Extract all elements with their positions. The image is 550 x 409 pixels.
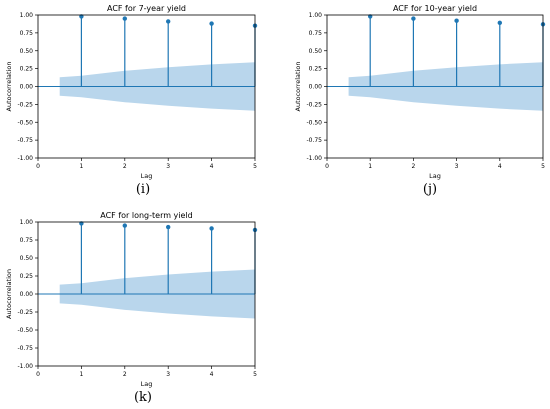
x-tick-label: 5 bbox=[541, 163, 545, 170]
y-tick-label: 0.75 bbox=[20, 237, 34, 244]
panel-label: (i) bbox=[136, 182, 150, 197]
x-axis-label: Lag bbox=[141, 172, 153, 180]
y-tick-label: 0.00 bbox=[309, 84, 323, 91]
acf-point bbox=[166, 19, 171, 24]
x-tick-label: 3 bbox=[455, 163, 459, 170]
y-tick-label: -0.75 bbox=[17, 345, 33, 352]
x-tick-label: 0 bbox=[325, 163, 329, 170]
y-tick-label: 0.25 bbox=[309, 66, 323, 73]
acf-point bbox=[122, 16, 128, 21]
y-axis-label: Autocorrelation bbox=[5, 269, 13, 319]
y-tick-label: -1.00 bbox=[17, 363, 33, 370]
acf-point bbox=[411, 16, 416, 21]
x-tick-label: 1 bbox=[368, 163, 372, 170]
x-tick-label: 4 bbox=[498, 163, 502, 170]
y-tick-label: -1.00 bbox=[306, 155, 322, 162]
chart-title: ACF for long-term yield bbox=[100, 211, 192, 220]
acf-point bbox=[122, 223, 128, 228]
y-tick-label: -1.00 bbox=[17, 155, 33, 162]
y-tick-label: 0.00 bbox=[20, 291, 34, 298]
chart-title: ACF for 7-year yield bbox=[107, 4, 186, 13]
y-axis-label: Autocorrelation bbox=[294, 62, 302, 112]
y-tick-label: -0.25 bbox=[17, 101, 33, 108]
acf-panel-1: 1.00 0.75 0.50 0.25 0.00 -0.25 -0.50 -0.75 -1.00… bbox=[5, 4, 258, 197]
x-tick-label: 1 bbox=[79, 371, 83, 378]
y-tick-label: 0.25 bbox=[20, 273, 34, 280]
x-tick-label: 1 bbox=[79, 163, 83, 170]
acf-point bbox=[454, 18, 459, 23]
x-tick-label: 0 bbox=[36, 163, 40, 170]
x-tick-label: 5 bbox=[253, 371, 257, 378]
y-tick-label: 1.00 bbox=[20, 219, 34, 226]
x-tick-label: 2 bbox=[123, 163, 127, 170]
acf-panel-3: 1.00 0.75 0.50 0.25 0.00 -0.25 -0.50 -0.75 -1.00… bbox=[5, 211, 258, 405]
y-tick-label: -0.50 bbox=[17, 327, 33, 334]
panel-label: (k) bbox=[134, 390, 152, 405]
x-tick-label: 5 bbox=[253, 163, 257, 170]
y-tick-label: 1.00 bbox=[20, 12, 34, 19]
y-tick-label: -0.25 bbox=[306, 101, 322, 108]
x-axis-label: Lag bbox=[141, 380, 153, 388]
y-tick-label: -0.50 bbox=[306, 119, 322, 126]
y-tick-label: -0.75 bbox=[17, 137, 33, 144]
y-tick-label: 0.50 bbox=[20, 48, 34, 55]
x-tick-label: 4 bbox=[210, 371, 214, 378]
acf-point bbox=[209, 226, 214, 231]
x-tick-label: 2 bbox=[411, 163, 415, 170]
acf-point bbox=[166, 224, 171, 230]
acf-point bbox=[497, 20, 502, 26]
y-tick-label: -0.50 bbox=[17, 119, 33, 126]
y-tick-label: 1.00 bbox=[309, 12, 323, 19]
y-tick-label: 0.50 bbox=[20, 255, 34, 262]
y-tick-label: -0.25 bbox=[17, 309, 33, 316]
acf-panel-2: 1.00 0.75 0.50 0.25 0.00 -0.25 -0.50 -0.75 -1.00… bbox=[294, 4, 546, 197]
x-axis-label: Lag bbox=[429, 172, 441, 180]
x-tick-label: 0 bbox=[36, 371, 40, 378]
x-tick-label: 3 bbox=[166, 371, 170, 378]
x-tick-label: 4 bbox=[210, 163, 214, 170]
y-tick-label: -0.75 bbox=[306, 137, 322, 144]
y-tick-label: 0.00 bbox=[20, 84, 34, 91]
y-tick-label: 0.50 bbox=[309, 48, 323, 55]
acf-point bbox=[209, 21, 214, 26]
y-axis-label: Autocorrelation bbox=[5, 62, 13, 112]
panel-label: (j) bbox=[423, 182, 437, 197]
y-tick-label: 0.75 bbox=[309, 30, 323, 37]
y-tick-label: 0.25 bbox=[20, 66, 34, 73]
y-tick-label: 0.75 bbox=[20, 30, 34, 37]
x-tick-label: 2 bbox=[123, 371, 127, 378]
x-tick-label: 3 bbox=[166, 163, 170, 170]
chart-title: ACF for 10-year yield bbox=[393, 4, 477, 13]
